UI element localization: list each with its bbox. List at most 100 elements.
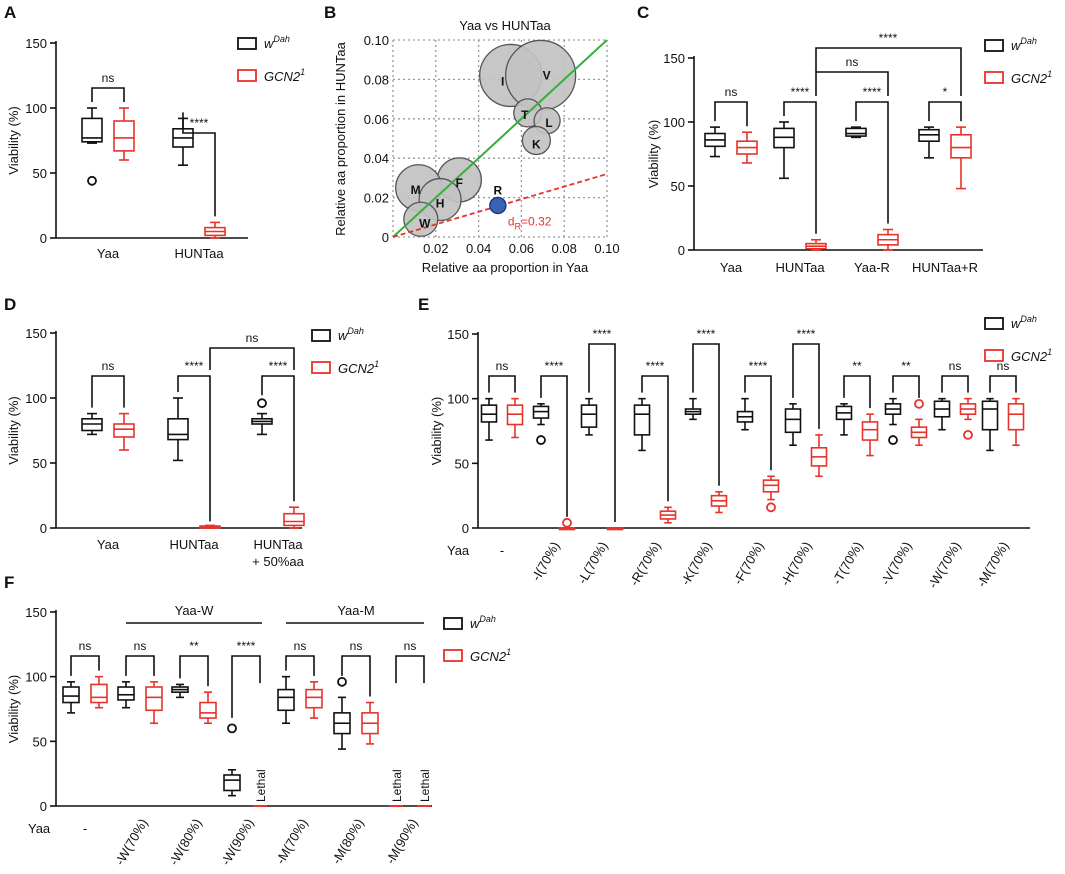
category-label: -I(70%) xyxy=(528,539,562,583)
significance-label: **** xyxy=(545,359,564,373)
significance-bracket xyxy=(488,375,516,393)
y-tick-label: 0 xyxy=(40,799,47,814)
wdah-box xyxy=(167,417,189,441)
significance-label: ns xyxy=(997,359,1010,373)
category-label: -W(70%) xyxy=(112,816,151,868)
wdah-outlier xyxy=(337,676,347,687)
y-tick-label: 0.04 xyxy=(364,151,389,166)
y-tick-label: 100 xyxy=(25,670,47,685)
significance-label: ns xyxy=(350,639,363,653)
bubble-label: K xyxy=(532,137,541,151)
significance-bracket xyxy=(815,71,889,96)
significance-bracket xyxy=(179,655,209,687)
y-axis-title: Viability (%) xyxy=(6,675,21,743)
y-tick-label: 50 xyxy=(455,456,469,471)
bubble-label: W xyxy=(419,216,431,230)
significance-bracket xyxy=(855,101,889,224)
y-tick-label: 150 xyxy=(25,326,47,341)
gcn2-outlier xyxy=(914,398,924,409)
y-tick-label: 50 xyxy=(671,179,685,194)
bubble-label: L xyxy=(545,116,552,130)
lethal-label: Lethal xyxy=(254,769,268,802)
significance-label: **** xyxy=(879,31,898,45)
category-label: -M(90%) xyxy=(383,816,421,867)
category-label: HUNTaa xyxy=(174,246,224,261)
bubble-label: F xyxy=(456,176,463,190)
significance-label: ns xyxy=(496,359,509,373)
significance-label: ns xyxy=(846,55,859,69)
bubble-label: R xyxy=(494,183,503,197)
category-label: -T(70%) xyxy=(829,539,865,587)
y-tick-label: 100 xyxy=(25,391,47,406)
legend-swatch-gcn2 xyxy=(443,649,463,662)
significance-label: ns xyxy=(294,639,307,653)
significance-bracket xyxy=(989,375,1017,393)
wdah-outlier xyxy=(227,723,237,734)
bubble-r xyxy=(489,196,507,215)
wdah-outlier xyxy=(87,175,97,186)
legend-label-wdah: wDah xyxy=(470,614,496,631)
significance-bracket xyxy=(692,343,720,486)
panelf-letter: F xyxy=(4,573,14,592)
wdah-box xyxy=(633,404,651,436)
wdah-box xyxy=(223,774,241,792)
y-tick-label: 0 xyxy=(40,521,47,536)
legend-swatch-gcn2 xyxy=(984,71,1004,84)
y-tick-label: 100 xyxy=(25,101,47,116)
y-tick-label: 0 xyxy=(382,230,389,245)
significance-bracket xyxy=(261,375,295,502)
gcn2-box xyxy=(283,512,305,527)
y-tick-label: 0 xyxy=(40,231,47,246)
x-tick-label: 0.02 xyxy=(423,241,448,256)
significance-label: **** xyxy=(646,359,665,373)
significance-label: ns xyxy=(134,639,147,653)
x-axis-title: Relative aa proportion in Yaa xyxy=(422,260,589,275)
significance-label: * xyxy=(943,85,948,99)
bubble-label: M xyxy=(411,183,421,197)
category-label: HUNTaa xyxy=(775,260,825,275)
legend-label-gcn2: GCN21 xyxy=(1011,69,1052,86)
y-axis-title: Viability (%) xyxy=(646,120,661,188)
significance-bracket xyxy=(125,655,155,676)
lethal-label: Lethal xyxy=(418,769,432,802)
legend-label-wdah: wDah xyxy=(1011,36,1037,53)
fit-line xyxy=(392,173,608,238)
y-axis-title: Viability (%) xyxy=(6,396,21,464)
panelb-letter: B xyxy=(324,3,336,22)
category-label: + 50%aa xyxy=(252,554,304,569)
legend-label-gcn2: GCN21 xyxy=(470,647,511,664)
gcn2-box xyxy=(1007,403,1025,431)
wdah-box xyxy=(81,117,103,143)
significance-bracket xyxy=(588,343,616,522)
distance-annotation: dR=0.32 xyxy=(508,214,552,231)
bubble-label: H xyxy=(436,197,445,211)
bubble-label: T xyxy=(521,108,529,122)
significance-bracket xyxy=(285,655,315,676)
significance-label: ** xyxy=(901,359,911,373)
legend-swatch-gcn2 xyxy=(237,69,257,82)
gcn2-box xyxy=(199,701,217,719)
y-tick-label: 0.06 xyxy=(364,112,389,127)
panelc-letter: C xyxy=(637,3,649,22)
category-label: -H(70%) xyxy=(777,539,814,588)
wdah-outlier xyxy=(257,398,267,409)
wdah-box xyxy=(580,404,598,428)
category-label: -W(70%) xyxy=(925,539,964,591)
category-label: -L(70%) xyxy=(574,539,610,587)
significance-bracket xyxy=(341,655,371,697)
significance-label: **** xyxy=(185,359,204,373)
y-tick-label: 100 xyxy=(447,392,469,407)
wdah-outlier xyxy=(888,435,898,445)
significance-bracket xyxy=(892,375,920,398)
legend-label-gcn2: GCN21 xyxy=(1011,347,1052,364)
category-label: Yaa xyxy=(97,246,120,261)
significance-bracket xyxy=(792,343,820,429)
legend-swatch-wdah xyxy=(237,37,257,50)
y-tick-label: 50 xyxy=(33,166,47,181)
gcn2-outlier xyxy=(562,517,572,528)
gcn2-box xyxy=(305,688,323,709)
gcn2-box xyxy=(950,134,972,159)
x-tick-label: 0.06 xyxy=(509,241,534,256)
chart-title: Yaa vs HUNTaa xyxy=(459,18,551,33)
